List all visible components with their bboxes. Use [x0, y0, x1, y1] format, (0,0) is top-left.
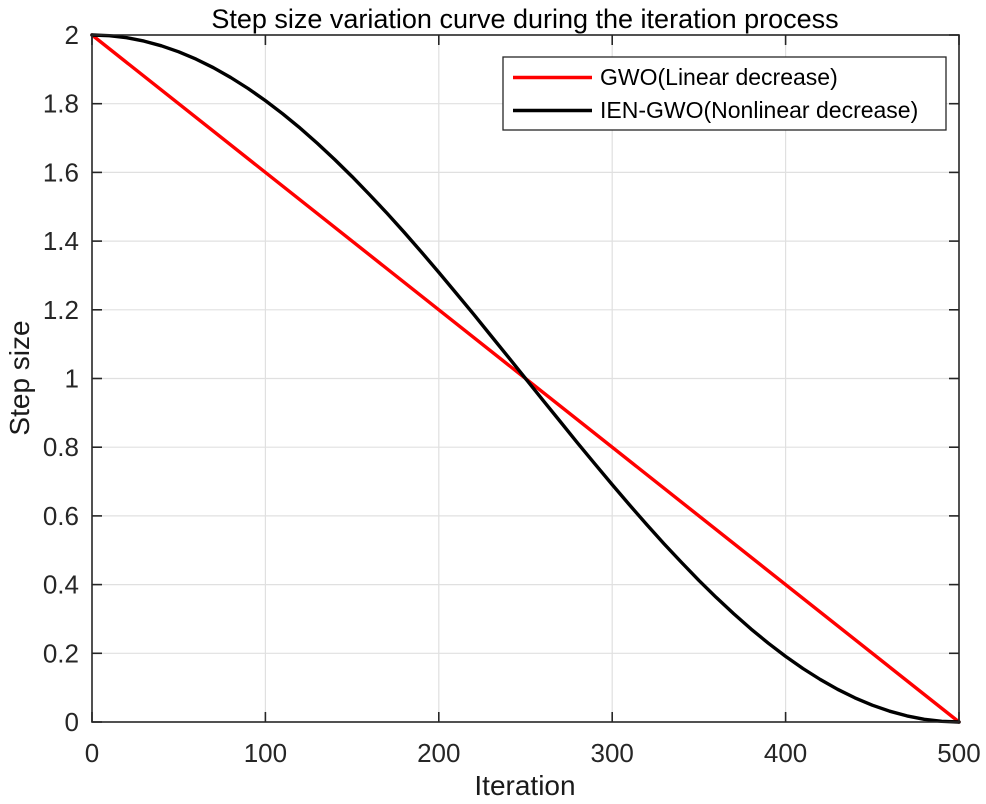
legend: GWO(Linear decrease) IEN-GWO(Nonlinear d… [502, 56, 947, 131]
x-tick-label: 400 [764, 738, 807, 768]
y-tick-label: 0.4 [43, 570, 79, 600]
legend-box [502, 56, 947, 131]
series-line-ien-gwo [90, 33, 961, 724]
y-tick-label: 1.8 [43, 89, 79, 119]
y-tick-label: 1.4 [43, 226, 79, 256]
chart-title: Step size variation curve during the ite… [211, 4, 838, 34]
y-tick-label: 0.8 [43, 432, 79, 462]
tick-marks [91, 34, 960, 723]
y-tick-label: 2 [65, 20, 79, 50]
x-tick-label: 100 [244, 738, 287, 768]
x-axis-label: Iteration [474, 770, 575, 801]
y-tick-label: 0.6 [43, 501, 79, 531]
y-tick-label: 1 [65, 364, 79, 394]
y-tick-label: 0 [65, 707, 79, 737]
y-tick-label: 0.2 [43, 638, 79, 668]
y-tick-label: 1.6 [43, 157, 79, 187]
y-axis-label: Step size [4, 320, 35, 435]
legend-label-ien-gwo: IEN-GWO(Nonlinear decrease) [600, 97, 918, 123]
tick-labels: 0 100 200 300 400 500 0 0.2 0.4 0.6 0.8 1 1.2 1.4 1.6 1… [43, 20, 981, 768]
x-tick-label: 0 [85, 738, 99, 768]
x-tick-label: 300 [591, 738, 634, 768]
legend-label-gwo: GWO(Linear decrease) [600, 64, 838, 90]
series-lines [90, 33, 961, 724]
x-tick-label: 200 [417, 738, 460, 768]
x-tick-label: 500 [937, 738, 980, 768]
y-tick-label: 1.2 [43, 295, 79, 325]
